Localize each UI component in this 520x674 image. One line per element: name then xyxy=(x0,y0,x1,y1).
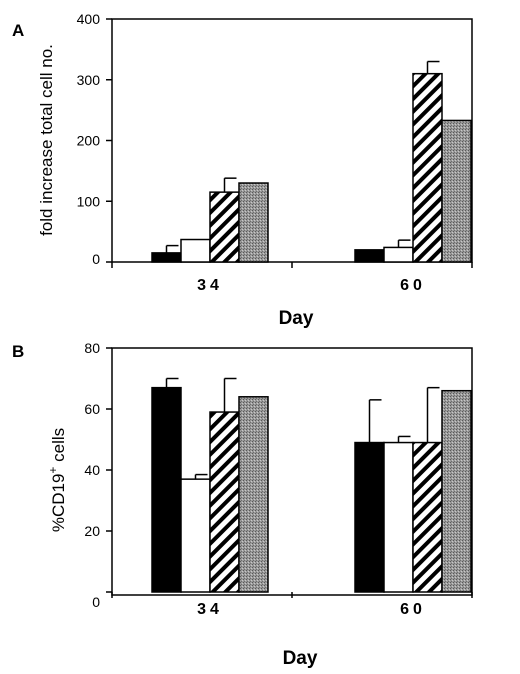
panel-b-y-tick-label: 40 xyxy=(84,462,100,478)
panel-b-bar xyxy=(412,441,443,593)
panel-a-y-ticks: 0 100 200 300 400 xyxy=(77,11,112,267)
panel-a-y-tick-label: 300 xyxy=(77,72,101,88)
panel-a-letter: A xyxy=(12,21,24,40)
panel-b-y-tick-label: 0 xyxy=(92,594,100,610)
panel-b-y-axis-title: %CD19+ cells xyxy=(46,428,68,532)
panel-b-bar xyxy=(209,411,240,593)
panel-b-y-axis-title-sup: + xyxy=(46,467,60,474)
panel-a-bars xyxy=(151,60,472,263)
panel-b-y-tick-label: 60 xyxy=(84,401,100,417)
panel-a-y-axis-title: fold increase total cell no. xyxy=(37,44,56,236)
panel-b-y-axis-title-tail: cells xyxy=(49,428,68,467)
panel-a-y-tick-label: 200 xyxy=(77,133,101,149)
panel-b-x-tick-label: 34 xyxy=(197,601,223,618)
panel-a: A fold increase total cell no. 0 100 200 30… xyxy=(12,11,473,329)
panel-a-bar xyxy=(441,119,472,263)
panel-b-x-ticks: 34 60 xyxy=(111,592,473,618)
panel-b-y-ticks: 0 20 40 60 80 xyxy=(84,340,112,610)
panel-b-letter: B xyxy=(12,342,24,361)
panel-a-bar xyxy=(412,72,443,263)
panel-b: B %CD19+ cells 0 20 40 60 80 34 60 Day xyxy=(12,340,473,669)
panel-b-bar xyxy=(354,441,385,593)
panel-a-y-tick-label: 400 xyxy=(77,11,101,27)
panel-a-bar xyxy=(180,238,211,263)
panel-a-bar xyxy=(209,191,240,263)
panel-b-y-tick-label: 20 xyxy=(84,523,100,539)
panel-b-y-axis-title-main: %CD19 xyxy=(49,474,68,533)
panel-b-bar xyxy=(151,386,182,593)
panel-b-x-tick-label: 60 xyxy=(400,601,426,618)
panel-a-x-ticks: 34 60 xyxy=(111,262,473,294)
panel-b-y-tick-label: 80 xyxy=(84,340,100,356)
panel-b-bar xyxy=(180,478,211,593)
panel-a-bar xyxy=(354,249,385,263)
panel-b-bar xyxy=(383,441,414,593)
panel-a-bar xyxy=(151,252,182,263)
panel-a-bar xyxy=(238,182,269,263)
panel-b-bar xyxy=(238,396,269,593)
panel-a-y-tick-label: 100 xyxy=(77,193,101,209)
panel-b-bars xyxy=(151,377,472,593)
panel-a-bar xyxy=(383,246,414,263)
panel-a-x-axis-title: Day xyxy=(279,308,314,329)
panel-a-y-tick-label: 0 xyxy=(92,251,100,267)
panel-b-bar xyxy=(441,389,472,593)
panel-a-x-tick-label: 34 xyxy=(197,277,223,294)
panel-b-x-axis-title: Day xyxy=(283,648,318,669)
panel-a-x-tick-label: 60 xyxy=(400,277,426,294)
